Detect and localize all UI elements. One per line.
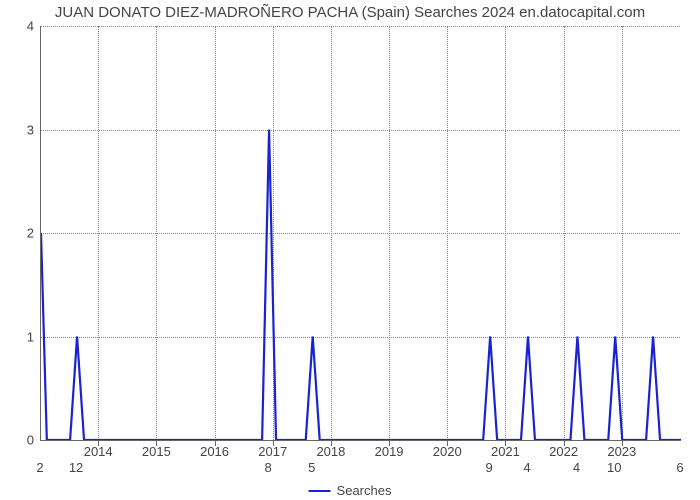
xtick-label: 2022: [549, 444, 578, 459]
peak-label: 12: [69, 460, 83, 475]
xtick-label: 2019: [375, 444, 404, 459]
xtick-label: 2023: [607, 444, 636, 459]
xtick-label: 2017: [258, 444, 287, 459]
legend: Searches: [309, 483, 392, 498]
searches-chart: JUAN DONATO DIEZ-MADROÑERO PACHA (Spain)…: [0, 0, 700, 500]
xtick-label: 2014: [84, 444, 113, 459]
plot-area: [40, 26, 681, 441]
peak-label: 5: [308, 460, 315, 475]
ytick-label: 3: [27, 122, 34, 137]
ytick-label: 0: [27, 433, 34, 448]
ytick-label: 1: [27, 329, 34, 344]
legend-label: Searches: [337, 483, 392, 498]
peak-label: 8: [264, 460, 271, 475]
edge-label-left: 2: [36, 460, 43, 475]
series-line: [41, 130, 681, 441]
line-svg: [41, 26, 681, 440]
xtick-label: 2016: [200, 444, 229, 459]
chart-title: JUAN DONATO DIEZ-MADROÑERO PACHA (Spain)…: [0, 4, 700, 21]
xtick-label: 2021: [491, 444, 520, 459]
peak-label: 10: [607, 460, 621, 475]
peak-label: 4: [523, 460, 530, 475]
peak-label: 9: [486, 460, 493, 475]
legend-swatch: [309, 490, 331, 492]
ytick-label: 4: [27, 19, 34, 34]
xtick-label: 2018: [316, 444, 345, 459]
xtick-label: 2020: [433, 444, 462, 459]
xtick-label: 2015: [142, 444, 171, 459]
peak-label: 4: [573, 460, 580, 475]
edge-label-right: 6: [676, 460, 683, 475]
ytick-label: 2: [27, 226, 34, 241]
